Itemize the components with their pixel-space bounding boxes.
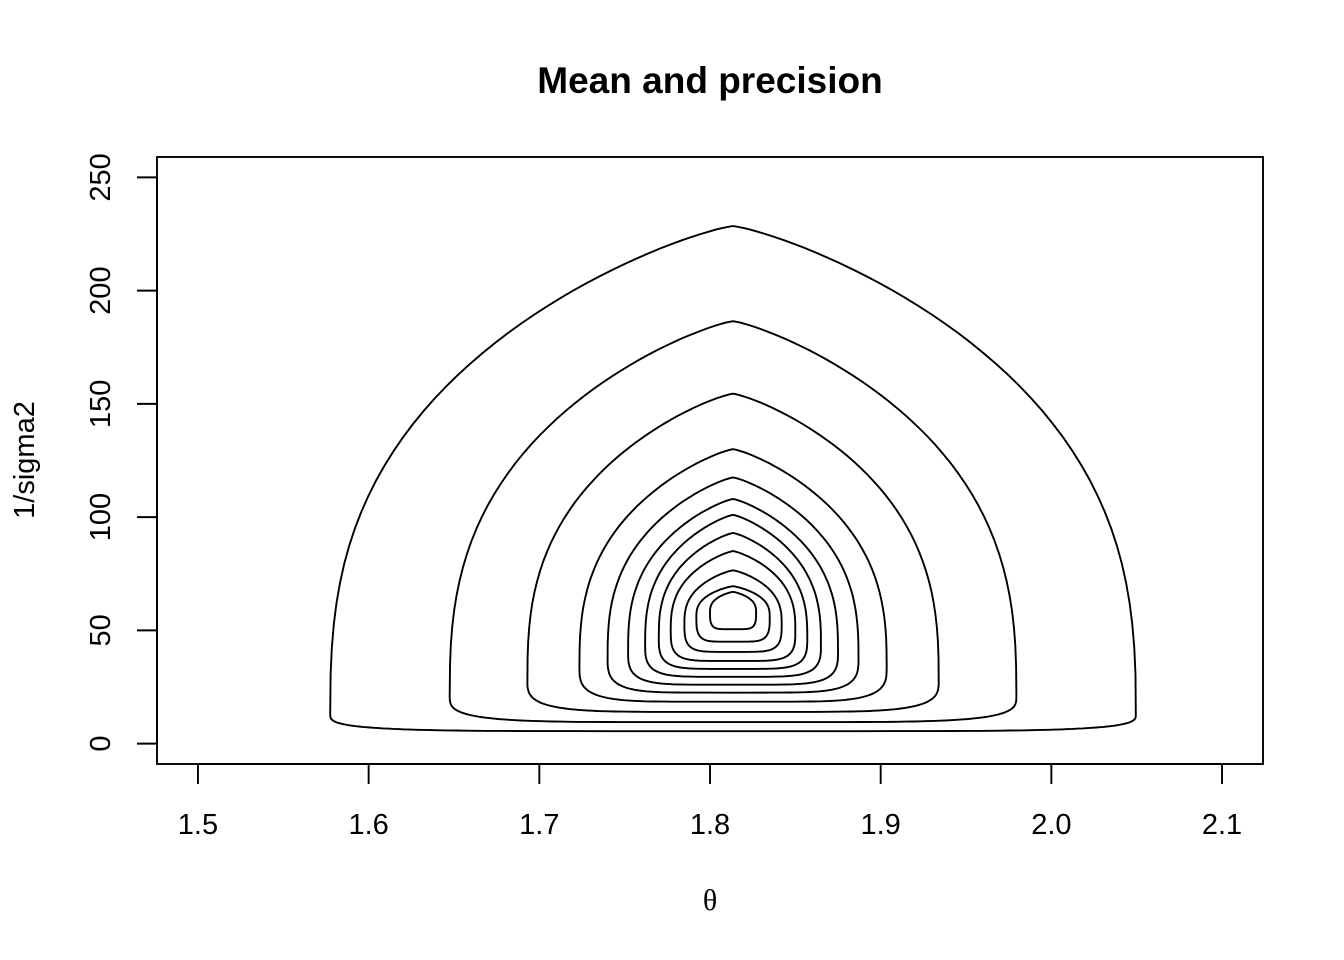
x-tick-label: 1.7 — [519, 809, 559, 841]
x-tick-label: 1.5 — [178, 809, 218, 841]
contour-line-10 — [683, 569, 783, 653]
x-tick-label: 1.6 — [348, 809, 388, 841]
y-tick-label: 250 — [85, 153, 117, 201]
contour-line-3 — [526, 392, 940, 713]
contour-line-11 — [695, 585, 771, 643]
y-axis: 0 50 100 150 200 250 — [85, 153, 158, 752]
x-axis-label: θ — [703, 884, 717, 917]
contour-lines — [329, 225, 1137, 733]
y-tick-label: 0 — [85, 736, 117, 752]
plot-frame — [156, 156, 1264, 765]
contour-line-2 — [448, 320, 1018, 724]
contour-line-1 — [329, 225, 1137, 733]
contour-line-8 — [657, 532, 809, 670]
contour-line-12 — [709, 590, 758, 631]
contour-line-6 — [627, 498, 839, 686]
x-tick-label: 2.1 — [1202, 809, 1242, 841]
x-tick-label: 1.9 — [861, 809, 901, 841]
x-tick-label: 1.8 — [690, 809, 730, 841]
x-axis: 1.5 1.6 1.7 1.8 1.9 2.0 2.1 — [178, 763, 1242, 841]
x-tick-label: 2.0 — [1031, 809, 1071, 841]
contour-line-9 — [669, 550, 797, 662]
y-tick-label: 50 — [85, 614, 117, 646]
contour-line-5 — [606, 476, 860, 694]
chart-title: Mean and precision — [537, 60, 882, 101]
y-tick-label: 200 — [85, 266, 117, 314]
y-tick-label: 150 — [85, 380, 117, 428]
y-axis-label: 1/sigma2 — [9, 401, 41, 519]
y-tick-label: 100 — [85, 493, 117, 541]
contour-line-7 — [644, 513, 822, 678]
contour-line-4 — [578, 448, 888, 703]
